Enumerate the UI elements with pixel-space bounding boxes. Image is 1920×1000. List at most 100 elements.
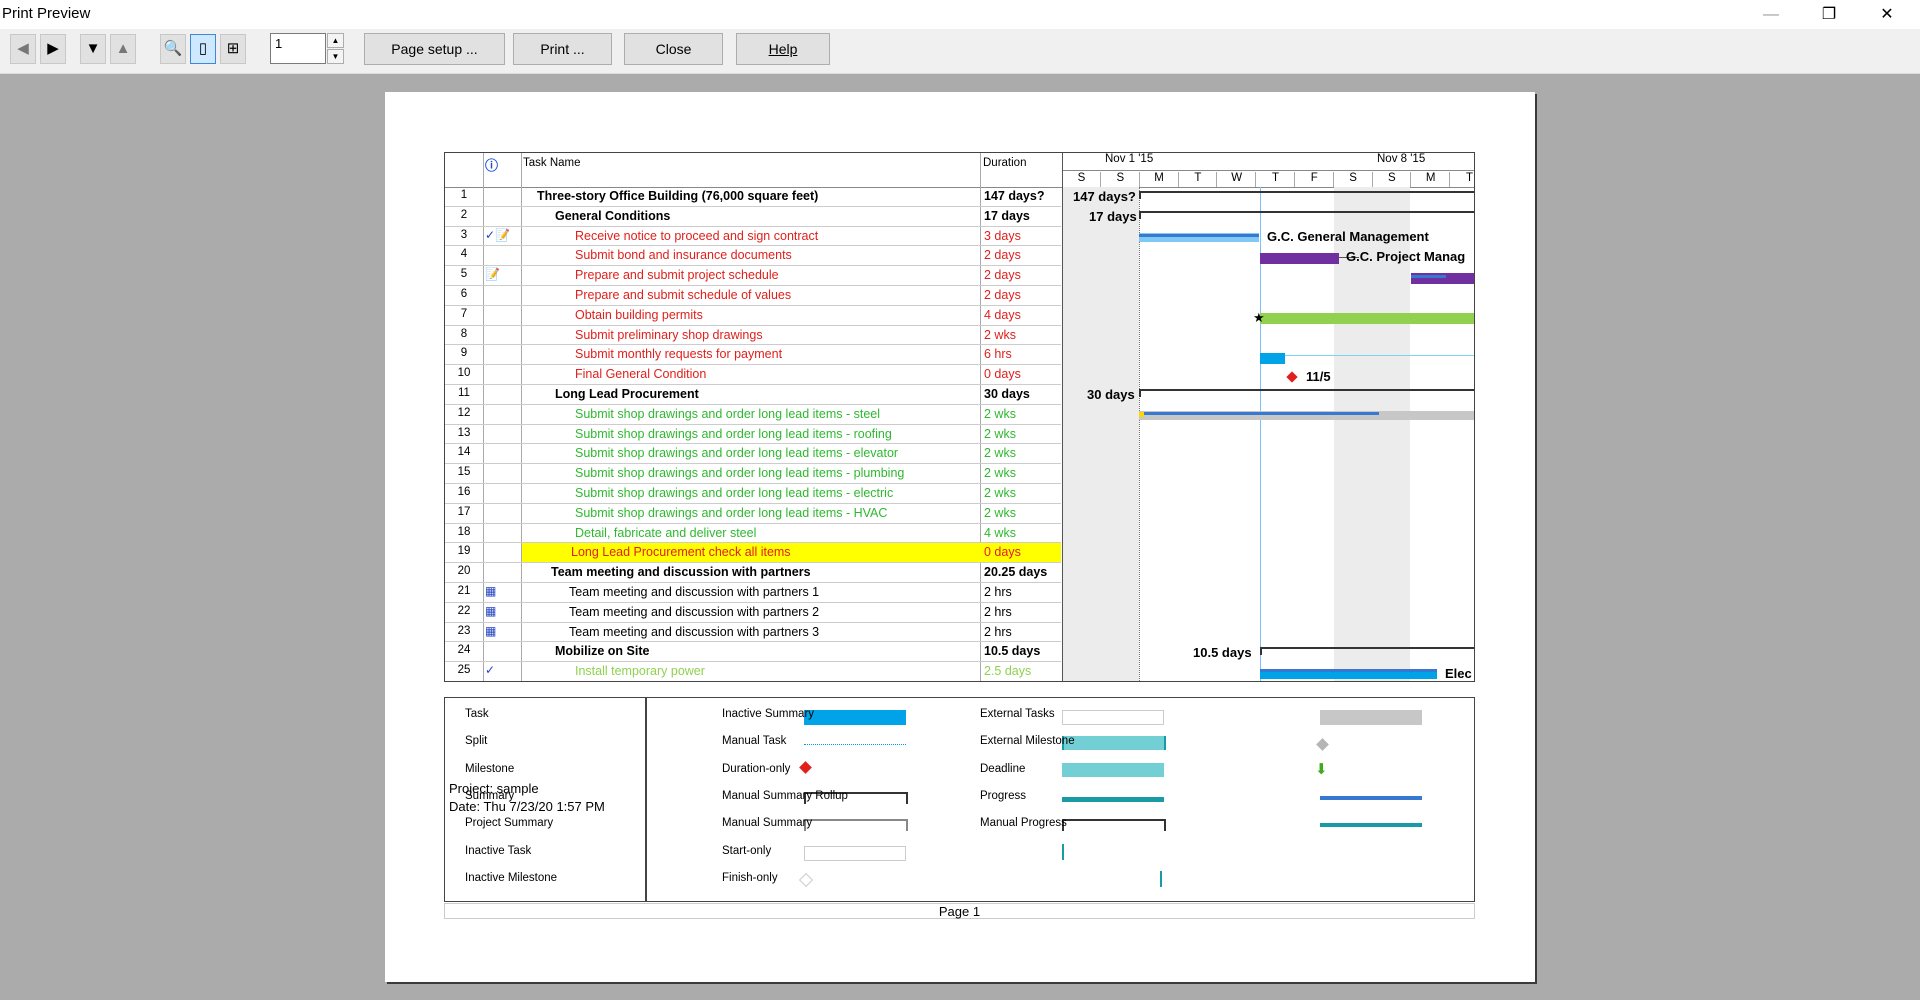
page-setup-button[interactable]: Page setup ... xyxy=(364,33,505,65)
milestone-diamond-10[interactable] xyxy=(1286,371,1298,383)
table-row[interactable]: 6 Prepare and submit schedule of values 2 … xyxy=(445,286,1061,306)
duration-header[interactable]: Duration xyxy=(983,157,1027,169)
row-indicator-icon: ▦ xyxy=(485,584,497,598)
task-name: Submit shop drawings and order long lead… xyxy=(575,486,894,500)
table-row[interactable]: 24 Mobilize on Site 10.5 days xyxy=(445,642,1061,663)
table-row[interactable]: 22 ▦ Team meeting and discussion with part… xyxy=(445,603,1061,623)
row-id: 1 xyxy=(460,189,468,201)
restore-button[interactable]: ❐ xyxy=(1821,6,1837,23)
table-row[interactable]: 5 📝 Prepare and submit project schedule 2 d… xyxy=(445,266,1061,286)
print-button[interactable]: Print ... xyxy=(513,33,612,65)
table-row[interactable]: 9 Submit monthly requests for payment 6 hr… xyxy=(445,345,1061,366)
row-id: 11 xyxy=(458,387,470,399)
legend-item-label: Inactive Milestone xyxy=(465,871,558,884)
task-name: Obtain building permits xyxy=(575,307,703,322)
task-bar-5[interactable] xyxy=(1411,273,1474,284)
legend-item-label: Project Summary xyxy=(465,817,554,830)
table-row[interactable]: 18 Detail, fabricate and deliver steel 4 w… xyxy=(445,524,1061,544)
close-window-button[interactable]: ✕ xyxy=(1880,6,1894,23)
task-duration: 2 wks xyxy=(984,466,1016,481)
task-bar-3[interactable] xyxy=(1139,233,1259,242)
deadline-marker xyxy=(1139,412,1144,417)
one-page-icon[interactable]: ▯ xyxy=(190,34,216,64)
zoom-icon[interactable]: 🔍 xyxy=(160,34,186,64)
task-duration: 2 wks xyxy=(984,406,1016,421)
task-duration: 2 wks xyxy=(984,446,1016,461)
resource-label-25: Elec xyxy=(1445,666,1472,681)
table-row[interactable]: 4 Submit bond and insurance documents 2 da… xyxy=(445,246,1061,267)
minimize-button[interactable]: — xyxy=(1763,6,1779,23)
table-row[interactable]: 10 Final General Condition 0 days xyxy=(445,365,1061,385)
link-line xyxy=(1339,257,1359,258)
table-row[interactable]: 15 Submit shop drawings and order long le… xyxy=(445,464,1061,484)
table-row[interactable]: 13 Submit shop drawings and order long le… xyxy=(445,425,1061,445)
table-row[interactable]: 21 ▦ Team meeting and discussion with part… xyxy=(445,583,1061,603)
page-number-input[interactable]: 1 xyxy=(270,33,326,64)
table-row[interactable]: 23 ▦ Team meeting and discussion with part… xyxy=(445,623,1061,643)
table-row[interactable]: 7 Obtain building permits 4 days xyxy=(445,306,1061,326)
spin-down-icon[interactable]: ▼ xyxy=(327,49,344,64)
legend-swatch-manual-task xyxy=(1062,736,1166,750)
multiple-pages-icon[interactable]: ⊞ xyxy=(220,34,246,64)
table-row[interactable]: 11 Long Lead Procurement 30 days xyxy=(445,385,1061,405)
current-date-line xyxy=(1260,187,1261,681)
row-indicator-icon: ✓📝 xyxy=(485,227,510,242)
page-footer: Page 1 xyxy=(444,903,1475,919)
close-button[interactable]: Close xyxy=(624,33,723,65)
help-button[interactable]: Help xyxy=(736,33,830,65)
summary-duration-2: 17 days xyxy=(1089,209,1137,224)
legend-item-label: Duration-only xyxy=(722,762,791,775)
row-id: 20 xyxy=(457,565,471,578)
legend-swatch-finish-only xyxy=(1160,871,1162,887)
task-name-header[interactable]: Task Name xyxy=(523,157,581,169)
row-id: 7 xyxy=(460,307,468,320)
table-row[interactable]: 3 ✓📝 Receive notice to proceed and sign co… xyxy=(445,227,1061,247)
row-id: 18 xyxy=(457,525,471,538)
row-id: 17 xyxy=(457,505,471,518)
row-id: 12 xyxy=(457,406,471,419)
legend-swatch-split xyxy=(804,744,906,745)
task-duration: 2 hrs xyxy=(984,585,1012,599)
table-row[interactable]: 20 Team meeting and discussion with partn… xyxy=(445,563,1061,583)
table-row[interactable]: 17 Submit shop drawings and order long le… xyxy=(445,504,1061,524)
task-bar-4[interactable] xyxy=(1260,253,1339,264)
task-duration: 6 hrs xyxy=(984,347,1012,362)
task-bar-9[interactable] xyxy=(1260,353,1285,364)
row-id: 10 xyxy=(457,367,471,380)
table-row[interactable]: 16 Submit shop drawings and order long le… xyxy=(445,484,1061,504)
legend-item-label: Split xyxy=(465,735,488,748)
task-duration: 4 days xyxy=(984,307,1021,322)
timescale-day: T xyxy=(1179,172,1218,187)
row-id: 21 xyxy=(457,585,471,597)
table-row[interactable]: 8 Submit preliminary shop drawings 2 wks xyxy=(445,326,1061,346)
legend-box: Project: sample Date: Thu 7/23/20 1:57 P… xyxy=(444,697,1475,902)
next-page-icon[interactable]: ▶ xyxy=(40,34,66,64)
task-bar-7[interactable] xyxy=(1260,313,1474,324)
col-line xyxy=(980,153,981,681)
task-bar-25[interactable] xyxy=(1260,669,1437,679)
legend-swatch-inactive-task xyxy=(804,846,906,861)
previous-page-icon[interactable]: ◀ xyxy=(10,34,36,64)
spin-up-icon[interactable]: ▲ xyxy=(327,33,344,48)
row-id: 23 xyxy=(457,624,471,637)
page-down-icon[interactable]: ▼ xyxy=(80,34,106,64)
table-row[interactable]: 25 ✓ Install temporary power 2.5 days xyxy=(445,662,1061,681)
task-duration: 2 hrs xyxy=(984,624,1012,639)
row-id: 24 xyxy=(457,644,471,657)
task-name: Prepare and submit project schedule xyxy=(575,268,779,283)
task-bar-12[interactable] xyxy=(1139,411,1474,420)
table-row[interactable]: 14 Submit shop drawings and order long le… xyxy=(445,444,1061,465)
page-up-icon[interactable]: ▲ xyxy=(110,34,136,64)
table-row[interactable]: 1 Three-story Office Building (76,000 squ… xyxy=(445,187,1061,207)
table-row[interactable]: 19 Long Lead Procurement check all items 0… xyxy=(445,543,1061,564)
row-id: 4 xyxy=(460,248,468,261)
progress-bar-25 xyxy=(1260,669,1437,672)
task-name: Submit shop drawings and order long lead… xyxy=(575,406,881,421)
task-duration: 2 wks xyxy=(984,486,1016,500)
table-row[interactable]: 2 General Conditions 17 days xyxy=(445,207,1061,227)
task-name: Mobilize on Site xyxy=(555,644,650,659)
task-name: Team meeting and discussion with partner… xyxy=(569,624,820,639)
table-row[interactable]: 12 Submit shop drawings and order long le… xyxy=(445,405,1061,425)
task-name: Install temporary power xyxy=(575,664,705,679)
